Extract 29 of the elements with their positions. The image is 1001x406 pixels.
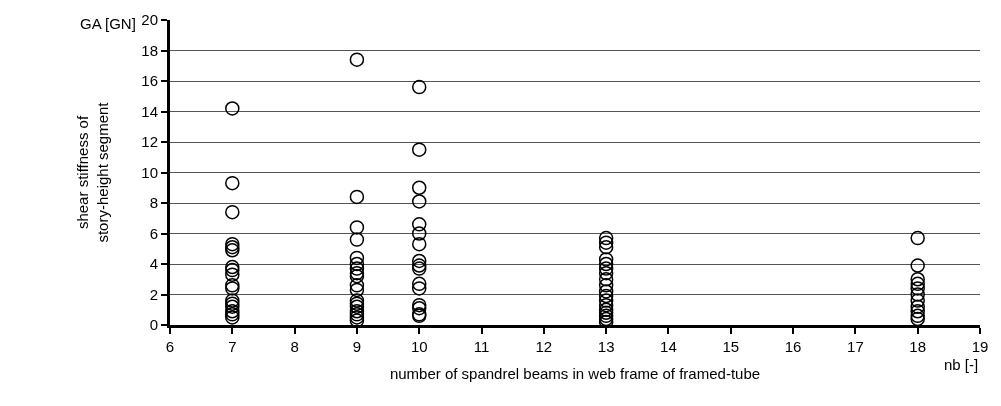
x-tick-label: 18 [909,338,927,355]
x-tick-label: 9 [352,338,362,355]
text: GA [GN] [80,15,136,32]
y-tick-label: 14 [141,102,158,120]
x-axis-title: number of spandrel beams in web frame of framed-tube [389,365,761,382]
y-tick-label: 0 [149,316,158,334]
text: nb [-] [944,356,979,373]
y-tick-label: 18 [141,41,158,59]
y-tick-label: 2 [149,285,158,303]
y-tick-label: 10 [141,163,158,181]
y-axis-title: shear stiffness of story-height segment [74,101,111,243]
y-tick-label: 16 [141,72,158,90]
x-tick-label: 11 [473,338,490,355]
x-tick-label: 19 [971,338,989,355]
x-tick-label: 13 [597,338,615,355]
x-tick-label: 7 [228,338,237,355]
y-tick-label: 20 [141,11,158,29]
x-tick-label: 15 [722,338,740,355]
x-tick-label: 16 [784,338,802,355]
x-tick-label: 14 [660,338,677,355]
x-tick-label: 17 [847,338,864,355]
y-tick-label: 8 [149,194,158,212]
y-tick-label: 6 [149,224,158,242]
y-tick-label: 4 [149,255,158,273]
x-tick-label: 10 [410,338,428,355]
x-tick-label: 6 [165,338,175,355]
y-tick-label: 12 [141,133,158,151]
x-tick-label: 8 [290,338,299,355]
x-tick-label: 12 [535,338,553,355]
